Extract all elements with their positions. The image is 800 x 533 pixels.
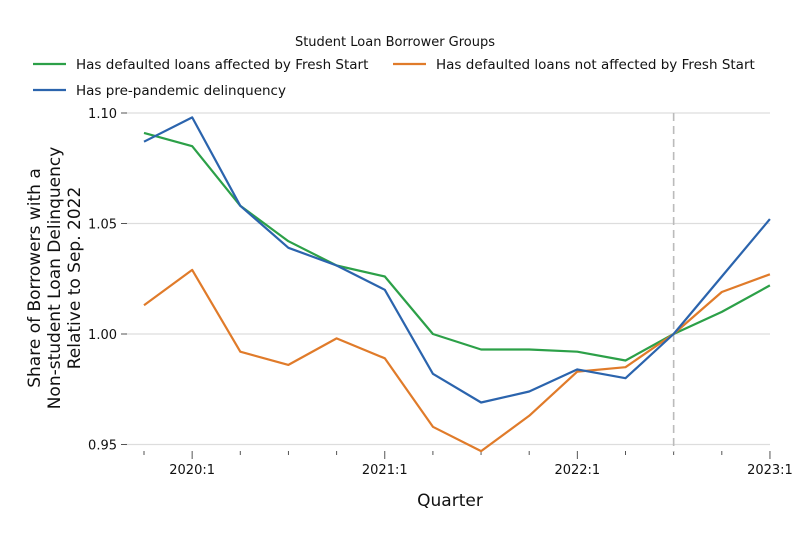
svg-text:Share of Borrowers with a: Share of Borrowers with a [25,168,45,388]
x-tick-label: 2022:1 [554,463,600,478]
x-tick-label: 2023:1 [747,463,793,478]
series-pre-pandemic-delinquency [143,116,771,404]
y-tick-label: 1.00 [88,328,117,343]
legend-label: Has pre-pandemic delinquency [76,83,286,99]
y-tick-label: 1.10 [88,107,117,122]
series-fresh-start-not-affected [143,268,771,453]
legend-item-fresh-start-affected: Has defaulted loans affected by Fresh St… [33,57,368,73]
x-axis-label: Quarter [417,491,483,511]
x-tick-label: 2021:1 [362,463,408,478]
svg-text:Relative to Sep. 2022: Relative to Sep. 2022 [65,187,85,370]
y-tick-label: 0.95 [88,439,117,454]
svg-text:Non-student Loan Delinquency: Non-student Loan Delinquency [45,147,65,410]
y-tick-label: 1.05 [88,218,117,233]
series-lines [143,116,771,453]
y-axis-ticks: 0.95 1.00 1.05 1.10 [88,107,127,454]
legend-label: Has defaulted loans not affected by Fres… [436,57,755,73]
x-tick-label: 2020:1 [169,463,215,478]
legend-title: Student Loan Borrower Groups [295,35,495,50]
legend: Student Loan Borrower Groups Has default… [33,35,755,99]
x-axis-ticks: 2020:1 2021:1 2022:1 2023:1 [143,451,793,478]
series-fresh-start-affected [143,131,771,362]
legend-label: Has defaulted loans affected by Fresh St… [76,57,368,73]
y-gridlines [125,112,770,446]
legend-item-fresh-start-not-affected: Has defaulted loans not affected by Fres… [393,57,755,73]
legend-item-pre-pandemic-delinquency: Has pre-pandemic delinquency [33,83,286,99]
y-axis-label: Share of Borrowers with a Non-student Lo… [25,147,85,410]
